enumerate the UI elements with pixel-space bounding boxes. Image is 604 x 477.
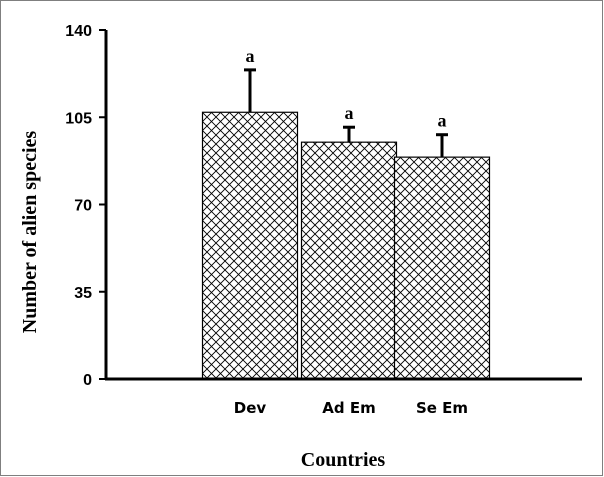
significance-label: a [345, 103, 354, 123]
y-tick-label: 35 [74, 285, 92, 302]
bar-ad-em [300, 141, 398, 380]
error-bars-layer [244, 68, 448, 158]
x-tick-label: Se Em [416, 399, 468, 417]
x-tick-labels-layer: Dev Ad Em Se Em [234, 399, 468, 417]
significance-labels-layer: a a a [246, 46, 447, 131]
bar-dev [201, 111, 299, 380]
y-tick-label: 70 [74, 198, 92, 215]
significance-label: a [246, 46, 255, 66]
x-axis-title: Countries [301, 449, 386, 471]
y-tick-label: 105 [65, 110, 92, 127]
y-ticks-layer: 0 35 70 105 140 [65, 23, 106, 389]
y-axis-title: Number of alien species [19, 131, 41, 334]
x-tick-label: Dev [234, 399, 267, 417]
significance-label: a [438, 111, 447, 131]
y-tick-label: 140 [65, 23, 92, 40]
x-tick-label: Ad Em [322, 399, 375, 417]
y-tick-label: 0 [83, 372, 92, 389]
bar-se-em [393, 156, 491, 380]
bars-layer [201, 111, 491, 380]
